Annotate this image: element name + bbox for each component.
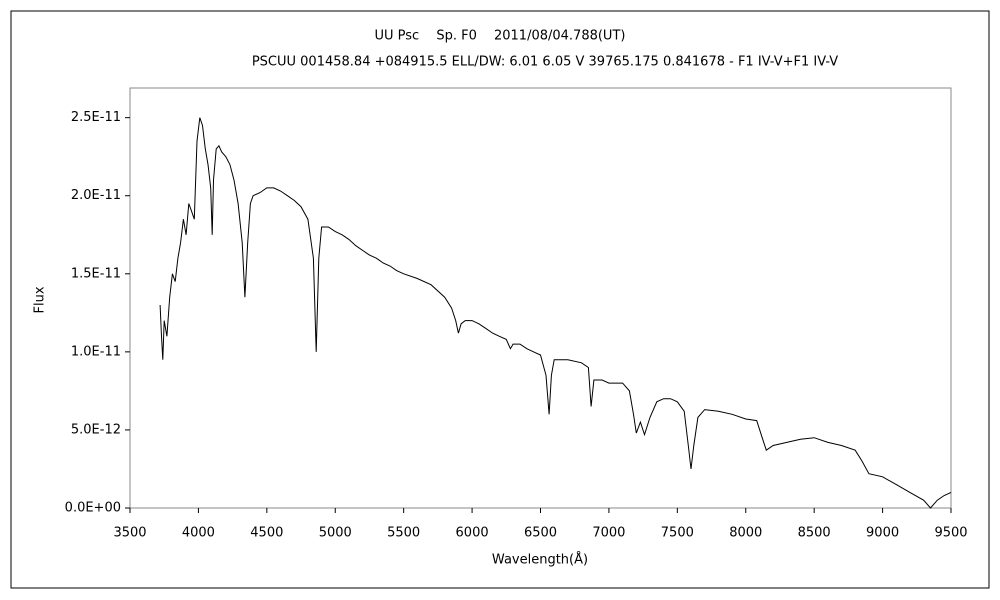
x-tick-label: 8500 [798, 526, 831, 541]
y-tick-label: 0.0E+00 [65, 501, 121, 516]
spectrum-line [159, 117, 952, 509]
x-tick-label: 6500 [524, 526, 557, 541]
chart-subtitle: PSCUU 001458.84 +084915.5 ELL/DW: 6.01 6… [252, 55, 838, 70]
y-tick-label: 5.0E-12 [71, 422, 121, 437]
x-tick-label: 4000 [182, 526, 215, 541]
x-tick-label: 8000 [729, 526, 762, 541]
x-tick-label: 7500 [661, 526, 694, 541]
x-tick-label: 9500 [934, 526, 967, 541]
x-tick-label: 5500 [387, 526, 420, 541]
x-axis-label: Wavelength(Å) [492, 552, 588, 568]
y-tick-label: 2.5E-11 [71, 110, 121, 125]
x-tick-label: 4500 [250, 526, 283, 541]
chart-title: UU Psc Sp. F0 2011/08/04.788(UT) [375, 29, 626, 44]
x-tick-label: 3500 [113, 526, 146, 541]
x-tick-label: 5000 [319, 526, 352, 541]
x-tick-label: 9000 [866, 526, 899, 541]
y-tick-label: 1.0E-11 [71, 344, 121, 359]
y-tick-label: 1.5E-11 [71, 266, 121, 281]
y-tick-label: 2.0E-11 [71, 188, 121, 203]
y-axis-label: Flux [33, 286, 48, 313]
x-tick-label: 7000 [592, 526, 625, 541]
chart-frame [10, 10, 990, 589]
x-tick-label: 6000 [456, 526, 489, 541]
